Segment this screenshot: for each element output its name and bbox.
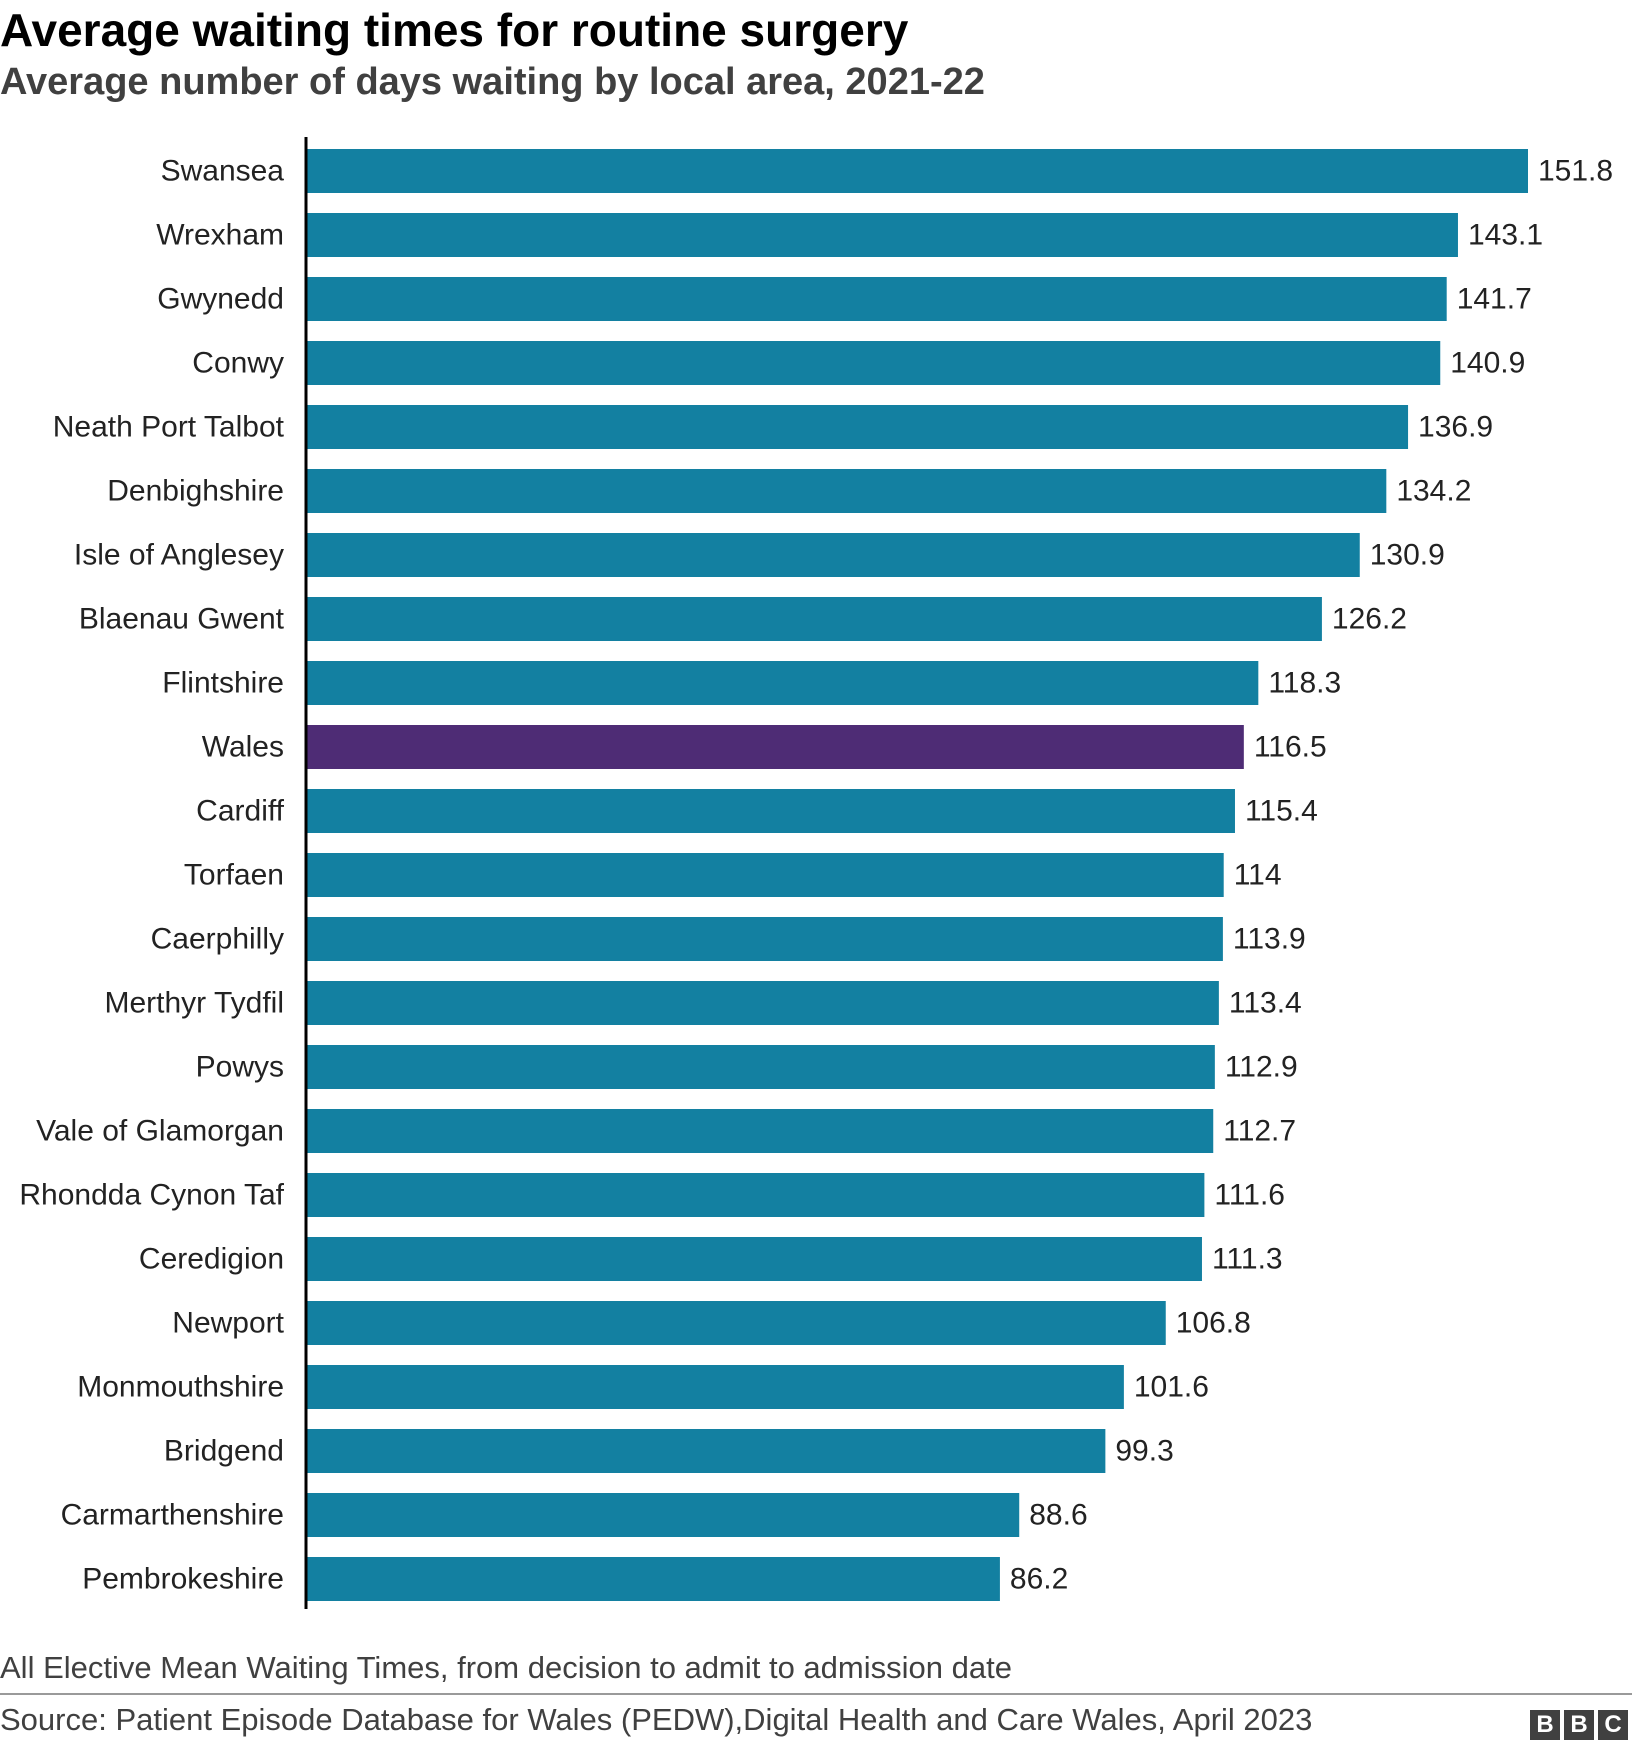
- bar-rhondda-cynon-taf: [306, 1173, 1205, 1217]
- bar-torfaen: [306, 853, 1224, 897]
- value-label-rhondda-cynon-taf: 111.6: [1214, 1179, 1285, 1212]
- category-label-ceredigion: Ceredigion: [139, 1243, 284, 1276]
- value-label-wrexham: 143.1: [1468, 219, 1543, 252]
- bar-denbighshire: [306, 469, 1387, 513]
- bar-flintshire: [306, 661, 1259, 705]
- value-label-vale-of-glamorgan: 112.7: [1223, 1115, 1296, 1148]
- bar-vale-of-glamorgan: [306, 1109, 1214, 1153]
- value-label-flintshire: 118.3: [1268, 667, 1341, 700]
- category-label-pembrokeshire: Pembrokeshire: [82, 1563, 284, 1596]
- value-label-carmarthenshire: 88.6: [1029, 1499, 1087, 1532]
- category-label-isle-of-anglesey: Isle of Anglesey: [74, 539, 284, 572]
- bar-conwy: [306, 341, 1441, 385]
- value-label-ceredigion: 111.3: [1212, 1243, 1283, 1276]
- bar-monmouthshire: [306, 1365, 1124, 1409]
- value-label-isle-of-anglesey: 130.9: [1370, 539, 1445, 572]
- value-label-newport: 106.8: [1176, 1307, 1251, 1340]
- bar-powys: [306, 1045, 1215, 1089]
- category-label-rhondda-cynon-taf: Rhondda Cynon Taf: [19, 1179, 284, 1212]
- value-label-conwy: 140.9: [1450, 347, 1525, 380]
- value-label-gwynedd: 141.7: [1457, 283, 1532, 316]
- bar-cardiff: [306, 789, 1235, 833]
- bbc-logo: B B C: [1530, 1710, 1628, 1740]
- bar-chart: Swansea 151.8 Wrexham 143.1 Gwynedd 141.7 Conw…: [19, 137, 1613, 1609]
- category-label-conwy: Conwy: [192, 347, 284, 380]
- category-label-newport: Newport: [172, 1307, 284, 1340]
- logo-letter-b2: B: [1564, 1710, 1594, 1740]
- bar-carmarthenshire: [306, 1493, 1020, 1537]
- value-label-neath-port-talbot: 136.9: [1418, 411, 1493, 444]
- category-label-carmarthenshire: Carmarthenshire: [61, 1499, 284, 1532]
- category-label-bridgend: Bridgend: [164, 1435, 284, 1468]
- value-label-bridgend: 99.3: [1115, 1435, 1173, 1468]
- category-label-wales: Wales: [202, 731, 284, 764]
- chart-note: All Elective Mean Waiting Times, from de…: [0, 1650, 1012, 1685]
- category-label-gwynedd: Gwynedd: [157, 283, 284, 316]
- bar-blaenau-gwent: [306, 597, 1322, 641]
- bar-bridgend: [306, 1429, 1106, 1473]
- bar-newport: [306, 1301, 1166, 1345]
- value-label-swansea: 151.8: [1538, 155, 1613, 188]
- category-label-caerphilly: Caerphilly: [151, 923, 284, 956]
- value-label-blaenau-gwent: 126.2: [1332, 603, 1407, 636]
- category-label-monmouthshire: Monmouthshire: [77, 1371, 284, 1404]
- category-label-merthyr-tydfil: Merthyr Tydfil: [105, 987, 285, 1020]
- category-label-swansea: Swansea: [161, 155, 285, 188]
- bar-wrexham: [306, 213, 1458, 257]
- value-label-cardiff: 115.4: [1245, 795, 1318, 828]
- chart-title: Average waiting times for routine surger…: [0, 4, 909, 56]
- bar-pembrokeshire: [306, 1557, 1000, 1601]
- category-label-wrexham: Wrexham: [156, 219, 284, 252]
- value-label-wales: 116.5: [1254, 731, 1327, 764]
- category-label-neath-port-talbot: Neath Port Talbot: [53, 411, 285, 444]
- chart-subtitle: Average number of days waiting by local …: [0, 61, 985, 103]
- bar-isle-of-anglesey: [306, 533, 1360, 577]
- bar-merthyr-tydfil: [306, 981, 1219, 1025]
- bar-swansea: [306, 149, 1528, 193]
- value-label-torfaen: 114: [1234, 859, 1282, 892]
- value-label-powys: 112.9: [1225, 1051, 1298, 1084]
- bar-gwynedd: [306, 277, 1447, 321]
- category-label-blaenau-gwent: Blaenau Gwent: [79, 603, 285, 636]
- category-label-denbighshire: Denbighshire: [107, 475, 284, 508]
- category-label-flintshire: Flintshire: [162, 667, 284, 700]
- category-label-vale-of-glamorgan: Vale of Glamorgan: [36, 1115, 284, 1148]
- footer-divider: [0, 1693, 1632, 1695]
- value-label-denbighshire: 134.2: [1396, 475, 1471, 508]
- logo-letter-c: C: [1598, 1710, 1628, 1740]
- bar-ceredigion: [306, 1237, 1202, 1281]
- bar-wales: [306, 725, 1244, 769]
- source-text: Source: Patient Episode Database for Wal…: [0, 1702, 1313, 1737]
- value-label-caerphilly: 113.9: [1233, 923, 1306, 956]
- bar-neath-port-talbot: [306, 405, 1409, 449]
- category-label-powys: Powys: [196, 1051, 284, 1084]
- category-label-torfaen: Torfaen: [184, 859, 284, 892]
- category-label-cardiff: Cardiff: [196, 795, 284, 828]
- value-label-monmouthshire: 101.6: [1134, 1371, 1209, 1404]
- logo-letter-b1: B: [1530, 1710, 1560, 1740]
- value-label-merthyr-tydfil: 113.4: [1229, 987, 1302, 1020]
- bar-caerphilly: [306, 917, 1223, 961]
- value-label-pembrokeshire: 86.2: [1010, 1563, 1068, 1596]
